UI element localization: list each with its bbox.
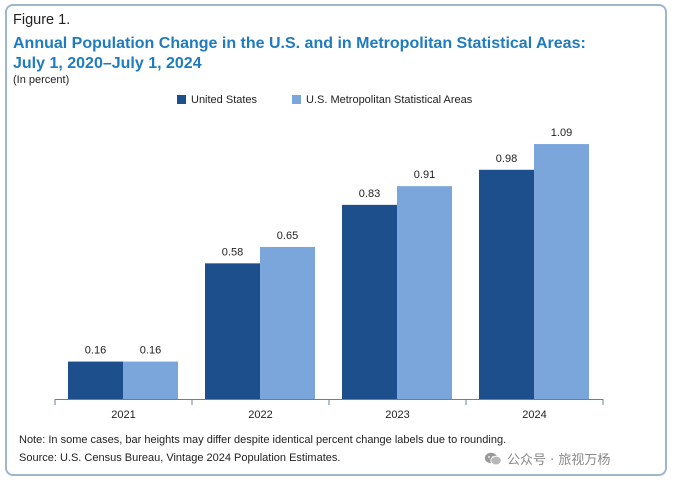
data-label-metro-areas-2021: 0.16 [140, 345, 161, 357]
data-label-metro-areas-2024: 1.09 [551, 127, 572, 139]
bar-united-states-2024 [479, 169, 534, 399]
bar-united-states-2022 [205, 263, 260, 399]
legend-label-metro-areas: U.S. Metropolitan Statistical Areas [306, 94, 473, 106]
legend-swatch-metro-areas [292, 95, 301, 104]
legend-swatch-united-states [177, 95, 186, 104]
x-tick-label-2024: 2024 [522, 409, 546, 421]
x-tick-label-2021: 2021 [111, 409, 135, 421]
bar-united-states-2023 [342, 204, 397, 399]
data-label-united-states-2022: 0.58 [222, 246, 243, 258]
chart-subtitle: (In percent) [13, 74, 70, 86]
data-label-united-states-2021: 0.16 [85, 345, 106, 357]
figure-label: Figure 1. [13, 12, 71, 28]
watermark: 公众号 · 旅视万杨 [484, 449, 610, 468]
chart-source: Source: U.S. Census Bureau, Vintage 2024… [19, 452, 341, 464]
chart-title-line-2: July 1, 2020–July 1, 2024 [13, 55, 202, 72]
x-tick-label-2023: 2023 [385, 409, 409, 421]
chart-title-line-1: Annual Population Change in the U.S. and… [13, 35, 586, 52]
data-label-metro-areas-2022: 0.65 [277, 230, 298, 242]
bar-metro-areas-2023 [397, 186, 452, 399]
bar-metro-areas-2024 [534, 144, 589, 399]
bar-metro-areas-2021 [123, 361, 178, 399]
watermark-text: 公众号 · 旅视万杨 [507, 453, 611, 468]
data-label-united-states-2024: 0.98 [496, 153, 517, 165]
bar-metro-areas-2022 [260, 246, 315, 399]
chart-note: Note: In some cases, bar heights may dif… [19, 434, 507, 446]
data-label-united-states-2023: 0.83 [359, 188, 380, 200]
data-label-metro-areas-2023: 0.91 [414, 169, 435, 181]
x-tick-label-2022: 2022 [248, 409, 272, 421]
wechat-icon [484, 452, 502, 465]
legend-label-united-states: United States [191, 94, 258, 106]
bar-united-states-2021 [68, 361, 123, 399]
